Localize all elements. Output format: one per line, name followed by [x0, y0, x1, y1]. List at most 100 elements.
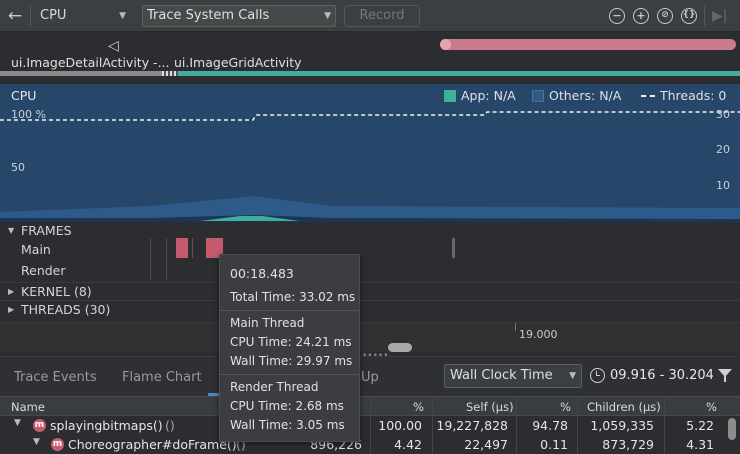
- legend-threads-swatch: [641, 95, 655, 97]
- frames-track: ▼ FRAMES Main Render: [0, 222, 740, 282]
- cpu-chart-graphic: [0, 111, 740, 222]
- profiler-selector[interactable]: CPU ▼: [40, 5, 130, 27]
- zoom-in-icon[interactable]: +: [633, 8, 649, 24]
- frame-divider: [150, 238, 151, 280]
- profiler-toolbar: ← CPU ▼ Trace System Calls ▼ Record − + …: [0, 0, 740, 32]
- go-live-icon[interactable]: ▶|: [712, 8, 728, 24]
- col-children-pct[interactable]: %: [706, 400, 717, 414]
- frame-tooltip: 00:18.483 Total Time: 33.02 ms Main Thre…: [219, 254, 360, 442]
- activity-bar-grid[interactable]: [178, 71, 740, 76]
- tooltip-render-header: Render Thread: [230, 380, 319, 394]
- tab-bottom-up[interactable]: Up: [361, 370, 379, 385]
- clock-icon: [590, 368, 605, 383]
- threads-label: THREADS (30): [21, 302, 111, 317]
- frame-divider: [192, 238, 193, 258]
- activity-label-detail: ui.ImageDetailActivity -...: [11, 55, 170, 70]
- tooltip-main-wall: Wall Time: 29.97 ms: [230, 354, 353, 368]
- row-children: 1,059,335: [590, 418, 654, 433]
- tooltip-render-wall: Wall Time: 3.05 ms: [230, 418, 345, 432]
- time-axis[interactable]: 19.000 •••••: [0, 322, 740, 361]
- row-suffix: (): [165, 418, 175, 433]
- activity-bar-detail[interactable]: [0, 71, 162, 76]
- tooltip-divider: [220, 374, 359, 375]
- frame-block[interactable]: [206, 238, 223, 258]
- tooltip-main-cpu: CPU Time: 24.21 ms: [230, 335, 352, 349]
- table-scrollbar[interactable]: [728, 418, 736, 440]
- expand-right-icon[interactable]: ▶: [8, 287, 15, 296]
- y-tick-right-10: 10: [716, 179, 730, 192]
- frames-header: FRAMES: [21, 223, 72, 238]
- collapse-icon[interactable]: ▼: [14, 418, 21, 428]
- cpu-usage-chart[interactable]: CPU App: N/A Others: N/A Threads: 0 100 …: [0, 84, 740, 222]
- timeline-scrollbar[interactable]: [388, 343, 412, 352]
- row-total-pct: 4.42: [394, 437, 422, 452]
- table-row[interactable]: ▼ m Choreographer#doFrame() () 896,226 4…: [0, 436, 740, 454]
- expand-down-icon[interactable]: ▼: [8, 226, 15, 235]
- tab-flame-chart[interactable]: Flame Chart: [122, 370, 202, 385]
- activity-timeline: ◁ ui.ImageDetailActivity -... ui.ImageGr…: [0, 32, 740, 76]
- frame-block[interactable]: [176, 238, 188, 258]
- time-range: 09.916 - 30.204: [610, 368, 714, 383]
- zoom-out-icon[interactable]: −: [609, 8, 625, 24]
- col-name[interactable]: Name: [11, 400, 45, 414]
- col-self-pct[interactable]: %: [560, 400, 571, 414]
- tooltip-total-time: Total Time: 33.02 ms: [230, 290, 356, 304]
- legend-others: Others: N/A: [549, 88, 622, 103]
- y-tick-right-20: 20: [716, 143, 730, 156]
- toolbar-divider: [704, 6, 705, 26]
- row-self: 22,497: [464, 437, 508, 452]
- record-button[interactable]: Record: [344, 5, 420, 27]
- trace-config-label: Trace System Calls: [147, 8, 270, 23]
- frames-main-label: Main: [21, 242, 51, 257]
- column-divider: [664, 396, 665, 454]
- col-total-pct[interactable]: %: [413, 400, 424, 414]
- profiler-selector-label: CPU: [40, 8, 67, 23]
- kernel-section[interactable]: ▶ KERNEL (8): [0, 282, 740, 301]
- tooltip-divider: [220, 310, 359, 311]
- clock-type-label: Wall Clock Time: [450, 368, 553, 383]
- tooltip-time: 00:18.483: [230, 266, 294, 281]
- selected-tab-indicator: [208, 393, 220, 396]
- row-children-pct: 5.22: [686, 418, 714, 433]
- filter-icon[interactable]: [718, 369, 732, 377]
- row-name: Choreographer#doFrame(): [68, 437, 237, 452]
- trace-config-dropdown[interactable]: Trace System Calls ▼: [142, 5, 336, 27]
- chevron-down-icon: ▼: [569, 371, 576, 381]
- tooltip-render-cpu: CPU Time: 2.68 ms: [230, 399, 344, 413]
- method-icon: m: [33, 419, 46, 432]
- back-arrow-icon[interactable]: ←: [7, 6, 23, 26]
- table-row[interactable]: ▼ m splayingbitmaps() 100.00 19,227,828 …: [0, 417, 740, 436]
- method-icon: m: [51, 438, 64, 451]
- chevron-down-icon: ▼: [119, 11, 126, 21]
- col-self[interactable]: Self (µs): [466, 400, 514, 414]
- expand-right-icon[interactable]: ▶: [8, 305, 15, 314]
- tab-trace-events[interactable]: Trace Events: [14, 370, 97, 385]
- frame-block[interactable]: [452, 238, 455, 258]
- column-divider: [432, 396, 433, 454]
- kernel-label: KERNEL (8): [21, 284, 92, 299]
- threads-section[interactable]: ▶ THREADS (30): [0, 300, 740, 319]
- column-divider: [370, 396, 371, 454]
- collapse-icon[interactable]: ▼: [33, 437, 40, 447]
- reset-zoom-icon[interactable]: ⊘: [657, 8, 673, 24]
- legend-app: App: N/A: [461, 88, 516, 103]
- tooltip-main-header: Main Thread: [230, 316, 305, 330]
- attach-icon[interactable]: {}: [681, 8, 697, 24]
- axis-tick: [515, 323, 516, 331]
- col-children[interactable]: Children (µs): [587, 400, 661, 414]
- y-tick-right-30: 30: [716, 108, 730, 121]
- y-tick-100: 100 %: [11, 108, 46, 121]
- toolbar-divider: [30, 6, 31, 26]
- y-tick-50: 50: [11, 161, 25, 174]
- activity-label-grid: ui.ImageGridActivity: [174, 55, 302, 70]
- row-children-pct: 4.31: [686, 437, 714, 452]
- column-divider: [516, 396, 517, 454]
- legend-others-swatch: [532, 90, 544, 102]
- analysis-tab-bar: Trace Events Flame Chart Up Wall Clock T…: [0, 356, 740, 396]
- row-suffix: (): [236, 437, 246, 452]
- filter-icon-stem: [724, 376, 726, 382]
- row-self-pct: 94.78: [532, 418, 568, 433]
- interaction-bar[interactable]: [440, 39, 736, 50]
- row-self: 19,227,828: [436, 418, 508, 433]
- clock-type-dropdown[interactable]: Wall Clock Time ▼: [444, 364, 582, 388]
